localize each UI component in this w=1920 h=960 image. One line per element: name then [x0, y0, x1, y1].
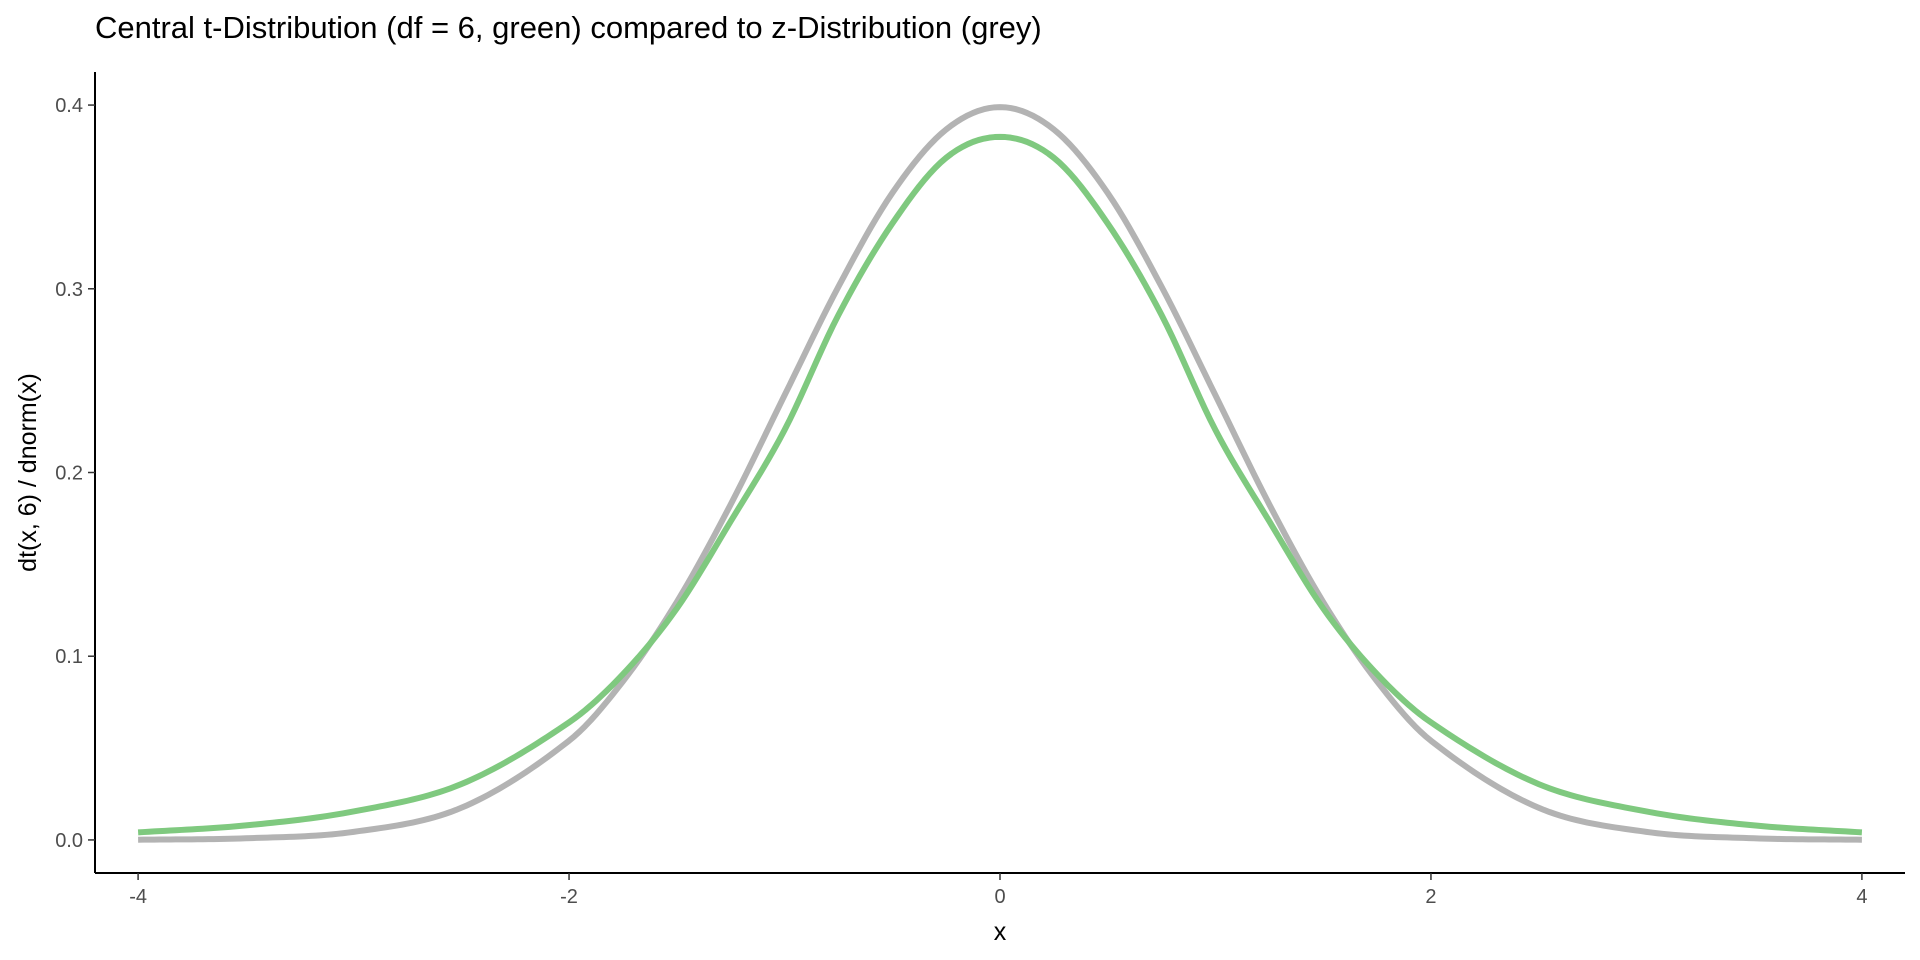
- x-tick-label: -2: [560, 886, 578, 908]
- y-tick-label: 0.2: [55, 463, 83, 485]
- series-layer: [137, 104, 1863, 843]
- y-axis-title: dt(x, 6) / dnorm(x): [14, 373, 42, 572]
- x-tick-label: -4: [129, 886, 147, 908]
- x-axis-ticks: -4 -2 0 2 4: [129, 873, 1867, 908]
- y-tick-label: 0.3: [55, 279, 83, 301]
- series-line-t-distribution: [137, 133, 1863, 836]
- y-tick-label: 0.0: [55, 830, 83, 852]
- y-tick-label: 0.1: [55, 646, 83, 668]
- series-line-z-distribution: [138, 104, 1862, 843]
- x-tick-label: 2: [1425, 886, 1436, 908]
- y-axis-ticks: 0.0 0.1 0.2 0.3 0.4: [55, 95, 95, 852]
- x-tick-label: 0: [994, 886, 1005, 908]
- x-axis-title: x: [994, 918, 1007, 946]
- y-tick-label: 0.4: [55, 95, 83, 117]
- chart-title: Central t-Distribution (df = 6, green) c…: [95, 10, 1042, 45]
- x-tick-label: 4: [1856, 886, 1867, 908]
